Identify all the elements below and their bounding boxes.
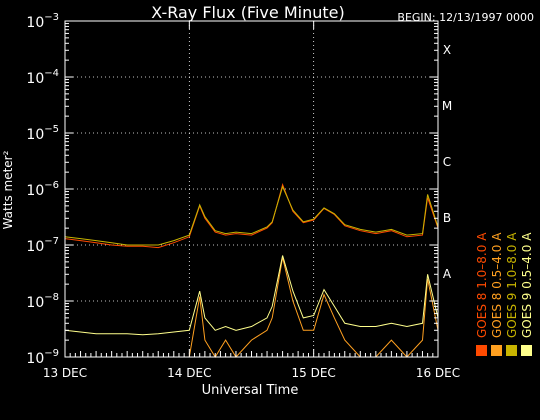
legend-label-1: GOES 8 1.0–8.0 A <box>475 232 489 338</box>
y-tick-label: 10−3 <box>26 12 59 31</box>
legend-swatch-2 <box>491 345 502 356</box>
x-tick-label: 13 DEC <box>43 366 87 380</box>
y-axis-label: Watts meter² <box>1 150 15 229</box>
grid-lines <box>65 21 438 357</box>
legend-label-2: GOES 8 0.5–4.0 A <box>490 232 504 338</box>
y-tick-label: 10−5 <box>26 124 59 143</box>
legend-swatch-3 <box>506 345 517 356</box>
flare-class-label: X <box>443 43 451 57</box>
legend-swatch-1 <box>476 345 487 356</box>
series-line-4 <box>64 255 439 336</box>
flare-class-label: C <box>443 155 451 169</box>
begin-label: BEGIN: 12/13/1997 0000 <box>397 11 534 24</box>
axes: 10−9 10−8 10−7 10−6 10−5 10−4 10−3 13 DEC 14 DEC… <box>26 12 460 380</box>
y-tick-label: 10−6 <box>26 180 59 199</box>
y-tick-label: 10−8 <box>26 292 59 311</box>
legend-label-4: GOES 9 0.5–4.0 A <box>520 232 534 338</box>
x-tick-label: 15 DEC <box>292 366 336 380</box>
series-line-3 <box>64 185 439 246</box>
y-tick-label: 10−9 <box>26 348 59 367</box>
y-tick-label: 10−7 <box>26 236 59 255</box>
x-tick-label: 14 DEC <box>167 366 211 380</box>
flare-class-label: A <box>443 267 452 281</box>
y-tick-label: 10−4 <box>26 68 59 87</box>
series-line-1 <box>64 182 439 249</box>
flare-class-label: M <box>442 99 452 113</box>
legend-swatch-4 <box>521 345 532 356</box>
legend-label-3: GOES 9 1.0–8.0 A <box>505 232 519 338</box>
x-tick-label: 16 DEC <box>416 366 460 380</box>
legend: GOES 8 1.0–8.0 A GOES 8 0.5–4.0 A GOES 9 1… <box>475 232 534 356</box>
x-axis-label: Universal Time <box>202 383 299 398</box>
chart-title: X-Ray Flux (Five Minute) <box>151 3 344 22</box>
flare-class-label: B <box>443 211 451 225</box>
